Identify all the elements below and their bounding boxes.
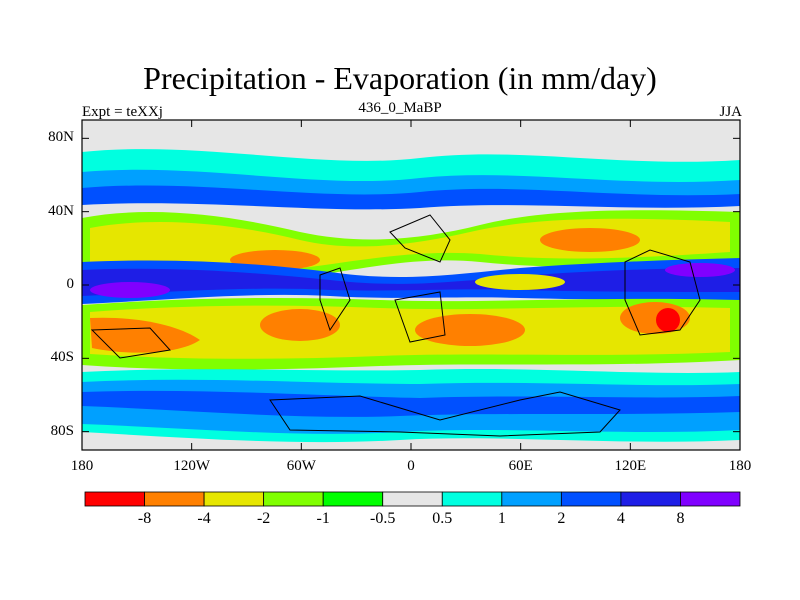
colorbar-swatch — [501, 491, 562, 507]
colorbar-swatch — [322, 491, 384, 507]
colorbar-label: 8 — [676, 510, 685, 527]
colorbar-label: 0.5 — [432, 510, 453, 527]
band-equator-blue — [82, 258, 740, 304]
contour-fields — [82, 120, 740, 450]
tick-marks — [81, 120, 741, 450]
lon-tick-label: 180 — [728, 458, 752, 474]
colorbar-swatch — [203, 491, 265, 507]
colorbar — [84, 491, 741, 507]
colorbar-swatch — [441, 491, 503, 507]
lat-tick-label: 80S — [50, 422, 74, 439]
band-south-yellow — [90, 305, 730, 359]
lon-tick-label: 60E — [508, 458, 533, 474]
time-label: 436_0_MaBP — [358, 100, 442, 116]
colorbar-swatch — [560, 491, 622, 507]
colorbar-swatch — [144, 491, 205, 507]
colorbar-label: 4 — [616, 510, 625, 527]
colorbar-label: -1 — [316, 510, 330, 527]
lon-tick-label: 120E — [614, 458, 647, 474]
patch-equator-violet — [90, 282, 170, 298]
band-south-blue — [82, 390, 740, 417]
plot-title: Precipitation - Evaporation (in mm/day) — [143, 60, 657, 96]
colorbar-label: 1 — [497, 510, 506, 527]
lon-tick-label: 120W — [173, 458, 210, 474]
continent-outlines — [90, 214, 701, 437]
patch-asia-orange — [540, 228, 640, 252]
lat-tick-label: 40S — [50, 349, 74, 366]
colorbar-swatch — [382, 491, 443, 507]
colorbar-swatch — [84, 491, 145, 507]
lat-tick-label: 40N — [48, 202, 74, 219]
patch-sind-orange — [415, 314, 525, 346]
lon-tick-label: 0 — [407, 458, 415, 474]
band-equator-deepblue — [82, 268, 740, 296]
lat-tick-label: 80N — [48, 129, 74, 146]
band-north-blue — [82, 185, 740, 210]
patch-eq-yellow — [475, 274, 565, 290]
colorbar-label: -2 — [256, 510, 271, 527]
lat-tick-label: 0 — [66, 276, 75, 292]
colorbar-label: 2 — [557, 510, 566, 527]
colorbar-swatch — [620, 491, 681, 507]
colorbar-label: -8 — [137, 510, 152, 527]
colorbar-label: -0.5 — [370, 510, 396, 527]
patch-southpac-orange — [90, 317, 200, 353]
lon-tick-label: 60W — [286, 458, 316, 474]
colorbar-swatch — [680, 491, 741, 507]
colorbar-swatch — [263, 491, 324, 507]
patch-satl-orange — [260, 309, 340, 341]
patch-aus-red — [656, 308, 680, 332]
experiment-label: Expt = teXXj — [82, 104, 163, 120]
lon-tick-label: 180 — [70, 458, 94, 474]
colorbar-label: -4 — [197, 510, 211, 527]
season-label: JJA — [719, 104, 742, 120]
patch-pacific-violet — [665, 263, 735, 277]
